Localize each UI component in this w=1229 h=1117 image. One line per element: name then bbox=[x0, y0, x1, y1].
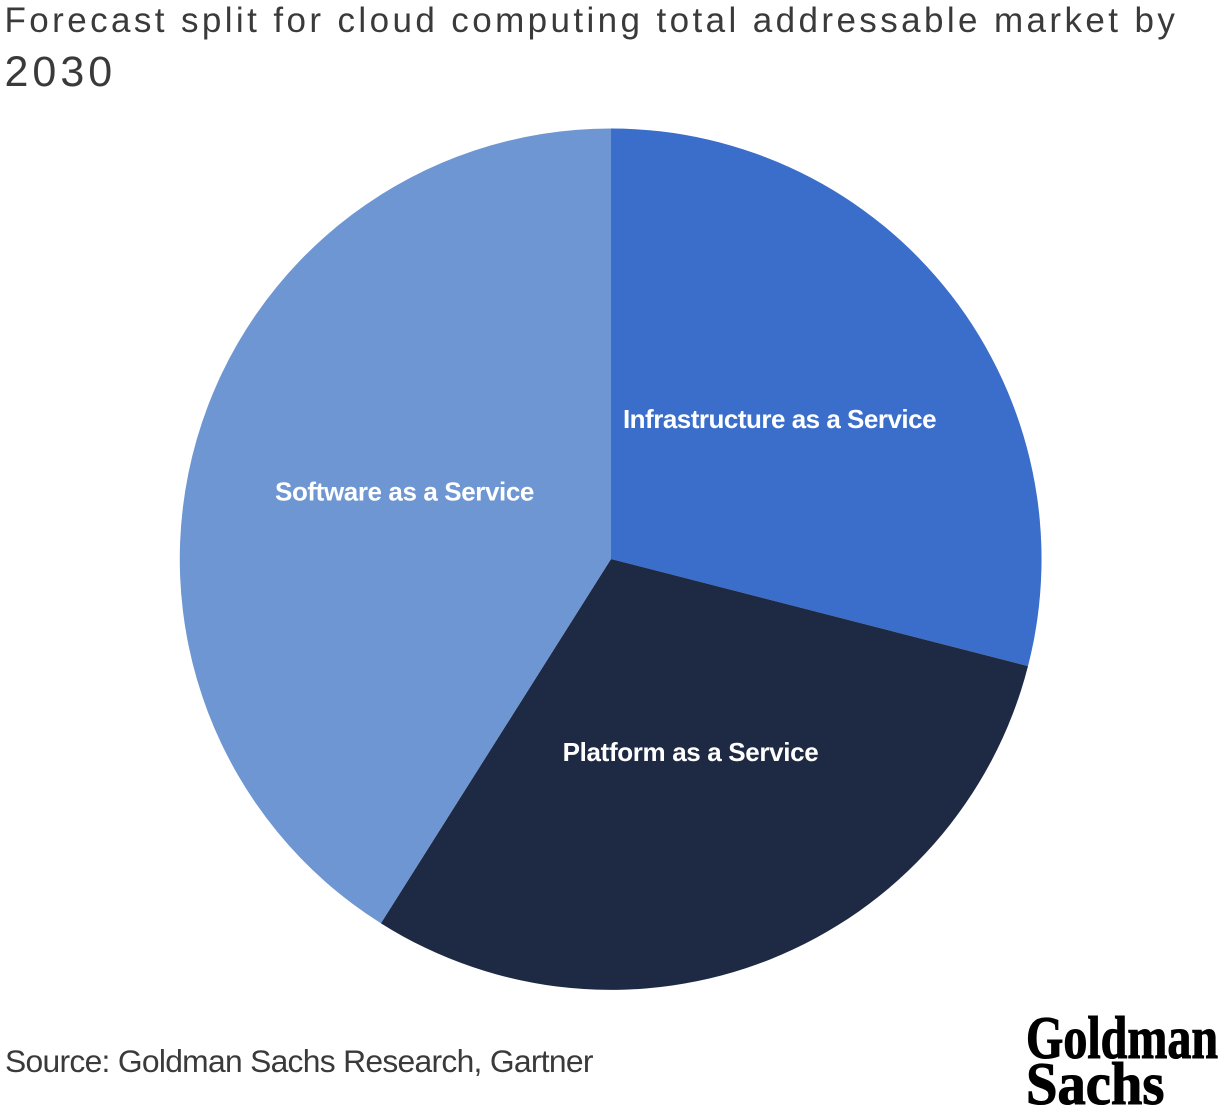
svg-text:Platform as a Service: Platform as a Service bbox=[563, 737, 819, 767]
svg-text:Infrastructure as a Service: Infrastructure as a Service bbox=[623, 404, 936, 434]
svg-text:Software as a Service: Software as a Service bbox=[275, 476, 534, 506]
